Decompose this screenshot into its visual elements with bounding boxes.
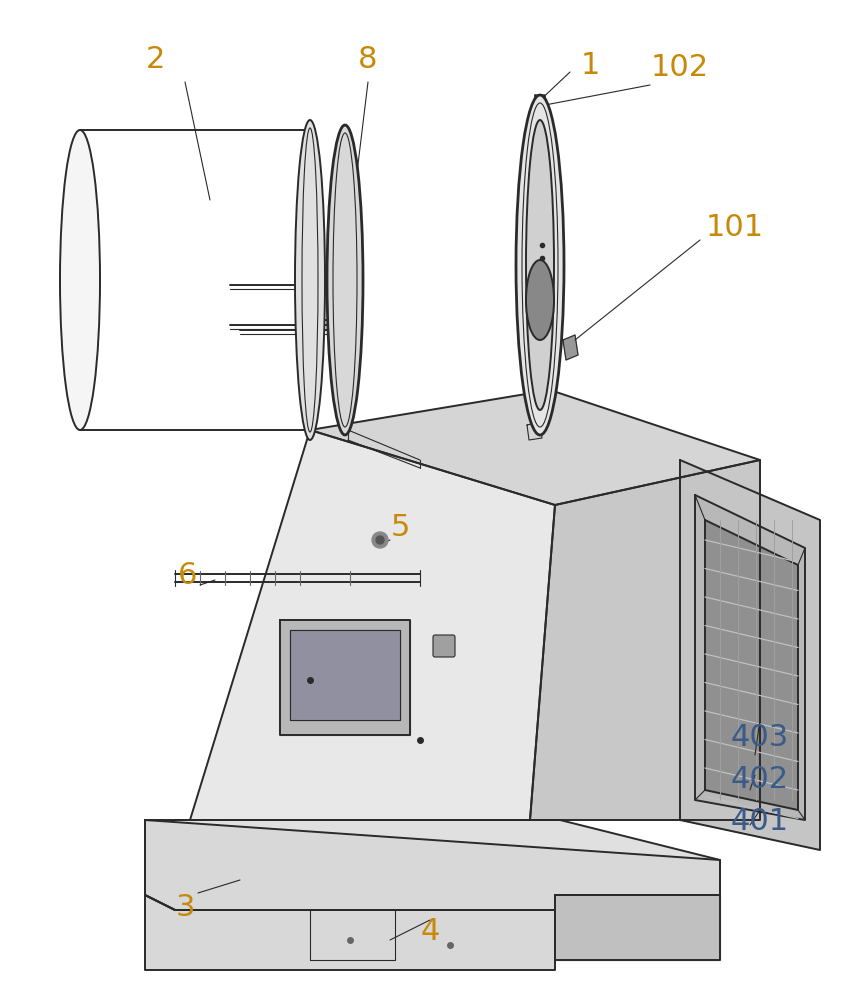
Ellipse shape (526, 120, 554, 410)
Polygon shape (190, 430, 555, 820)
Polygon shape (705, 520, 798, 810)
Text: 101: 101 (706, 214, 764, 242)
Text: 8: 8 (359, 45, 378, 75)
Polygon shape (145, 820, 720, 910)
Text: 102: 102 (651, 53, 709, 83)
Text: 3: 3 (175, 894, 195, 922)
Ellipse shape (516, 95, 564, 435)
Polygon shape (145, 820, 720, 910)
Ellipse shape (295, 120, 325, 440)
Ellipse shape (296, 130, 324, 430)
Text: 403: 403 (731, 724, 789, 752)
Polygon shape (563, 335, 578, 360)
Polygon shape (695, 495, 805, 820)
Polygon shape (335, 398, 350, 417)
Polygon shape (310, 390, 760, 505)
Text: 4: 4 (420, 918, 440, 946)
Polygon shape (533, 95, 547, 108)
Text: 6: 6 (178, 560, 197, 589)
Polygon shape (280, 620, 410, 735)
Circle shape (372, 532, 388, 548)
Polygon shape (527, 422, 542, 440)
Polygon shape (555, 895, 720, 960)
Text: 402: 402 (731, 766, 789, 794)
Polygon shape (530, 460, 760, 820)
Polygon shape (145, 895, 555, 970)
Text: 401: 401 (731, 808, 789, 836)
Text: 2: 2 (145, 45, 165, 75)
Ellipse shape (526, 260, 554, 340)
Circle shape (376, 536, 384, 544)
Text: 1: 1 (580, 50, 599, 80)
Polygon shape (680, 460, 820, 850)
Ellipse shape (60, 130, 100, 430)
Polygon shape (290, 630, 400, 720)
Ellipse shape (327, 125, 363, 435)
Text: 5: 5 (391, 512, 410, 542)
FancyBboxPatch shape (433, 635, 455, 657)
